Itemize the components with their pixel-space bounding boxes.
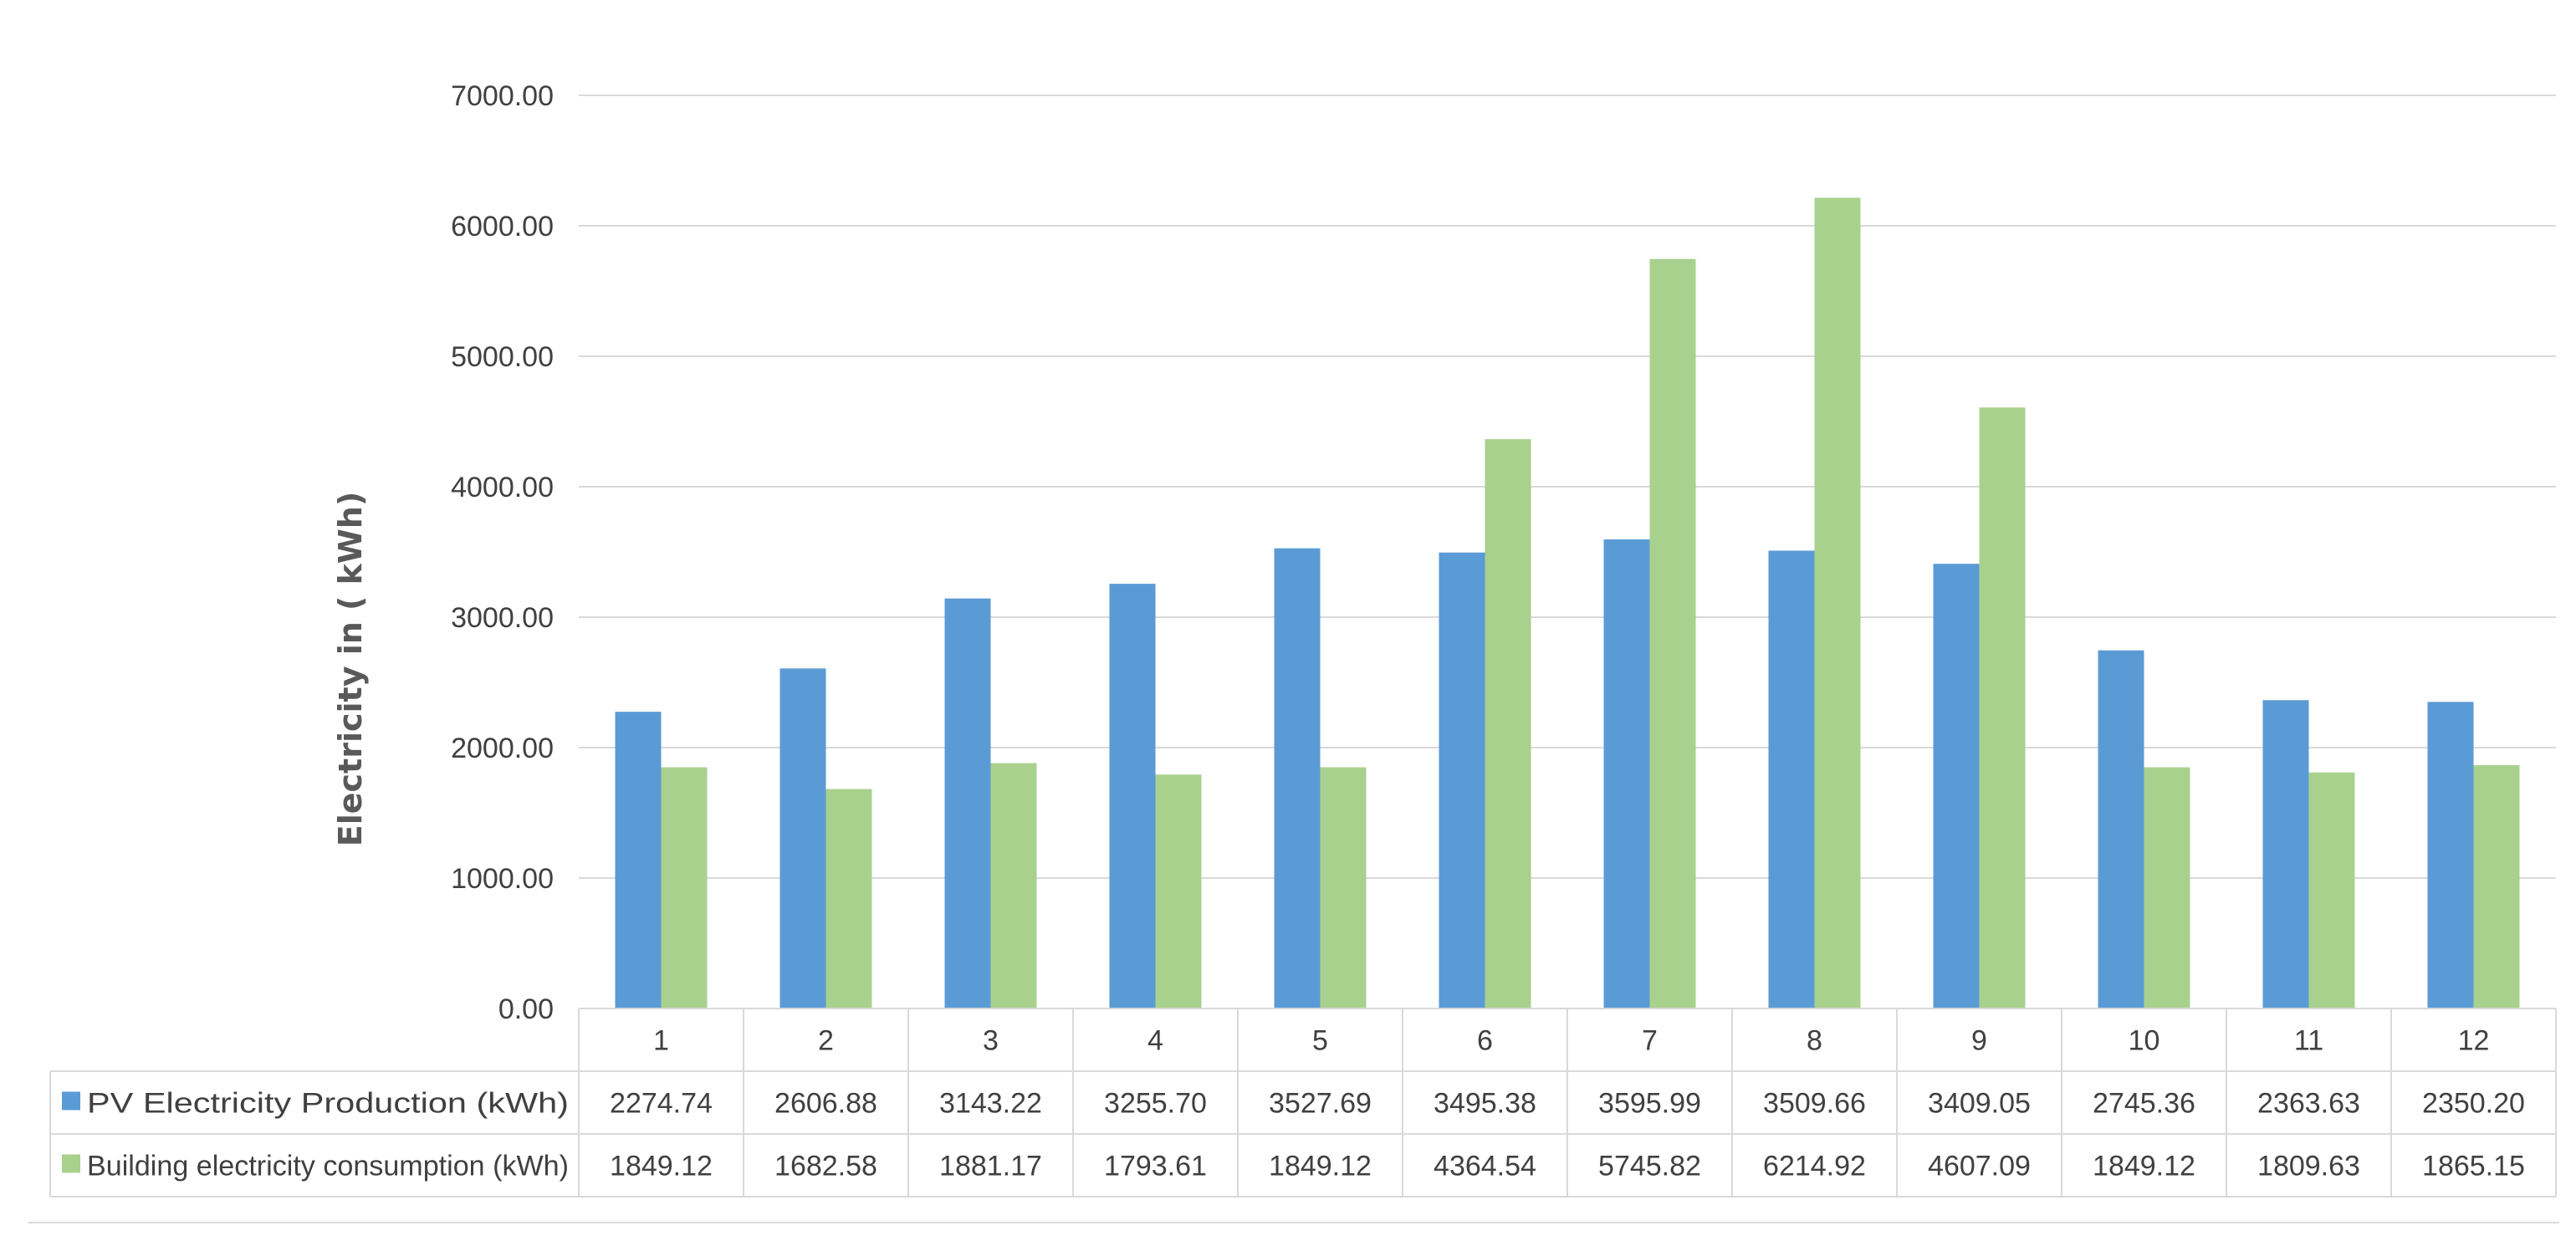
bar <box>2427 702 2474 1009</box>
bar <box>1814 197 1861 1009</box>
data-label: 1881.17 <box>939 1151 1042 1182</box>
bar <box>944 598 991 1009</box>
data-label: 5745.82 <box>1598 1151 1701 1182</box>
y-tick-label: 1000.00 <box>451 863 554 895</box>
y-tick-label: 7000.00 <box>451 80 554 112</box>
data-label: 1849.12 <box>610 1151 713 1182</box>
data-label: 1809.63 <box>2257 1151 2360 1182</box>
data-label: 3595.99 <box>1598 1088 1701 1120</box>
y-axis-ticks: 0.00 1000.00 2000.00 3000.00 4000.00 5000.00 6… <box>451 80 554 1025</box>
bar <box>990 763 1037 1009</box>
data-label: 2274.74 <box>610 1088 713 1120</box>
bar <box>779 668 826 1009</box>
bar <box>1274 548 1321 1009</box>
data-label: 1865.15 <box>2422 1151 2525 1182</box>
bar <box>2262 700 2309 1009</box>
gridlines <box>579 94 2556 879</box>
category-label: 10 <box>2129 1025 2160 1057</box>
data-label: 2363.63 <box>2257 1088 2360 1120</box>
category-label: 2 <box>818 1025 834 1057</box>
data-label: 6214.92 <box>1763 1151 1866 1182</box>
legend-label: Building electricity consumption (kWh) <box>87 1151 569 1182</box>
bar <box>1109 584 1156 1009</box>
bar <box>825 789 872 1009</box>
y-axis-title: Electricity in ( kWh) <box>332 492 369 846</box>
bar <box>2308 772 2355 1009</box>
category-label: 12 <box>2458 1025 2490 1057</box>
bar <box>1439 552 1485 1009</box>
category-label: 6 <box>1477 1025 1493 1057</box>
bar <box>2098 650 2144 1009</box>
y-tick-label: 0.00 <box>498 993 554 1025</box>
data-label: 3255.70 <box>1104 1088 1207 1120</box>
category-label: 11 <box>2294 1025 2323 1057</box>
category-label: 5 <box>1312 1025 1328 1057</box>
data-label: 3527.69 <box>1269 1088 1372 1120</box>
legend-swatch <box>62 1154 80 1173</box>
data-label: 3409.05 <box>1928 1088 2031 1120</box>
bar <box>1979 407 2026 1009</box>
data-label: 4607.09 <box>1928 1151 2031 1182</box>
legend-label: PV Electricity Production (kWh) <box>87 1088 569 1120</box>
category-label: 7 <box>1642 1025 1658 1057</box>
y-tick-label: 2000.00 <box>451 733 554 764</box>
y-tick-label: 5000.00 <box>451 341 554 373</box>
bar <box>615 712 662 1009</box>
bar <box>1485 439 1531 1009</box>
bar <box>661 767 708 1009</box>
data-label: 1849.12 <box>1269 1151 1372 1182</box>
data-label: 3143.22 <box>939 1088 1042 1120</box>
category-label: 1 <box>653 1025 669 1057</box>
category-label: 3 <box>983 1025 999 1057</box>
bar <box>1768 550 1815 1009</box>
data-label: 3509.66 <box>1763 1088 1866 1120</box>
bar <box>1155 774 1202 1009</box>
data-label: 3495.38 <box>1434 1088 1536 1120</box>
category-label: 8 <box>1807 1025 1822 1057</box>
data-label: 2745.36 <box>2093 1088 2195 1120</box>
data-label: 4364.54 <box>1434 1151 1536 1182</box>
bar <box>1603 539 1650 1009</box>
bars <box>615 197 2520 1009</box>
data-label: 1849.12 <box>2093 1151 2195 1182</box>
category-label: 9 <box>1971 1025 1987 1057</box>
data-label: 2350.20 <box>2422 1088 2525 1120</box>
bar <box>2144 767 2190 1009</box>
data-label: 1682.58 <box>774 1151 877 1182</box>
data-label: 1793.61 <box>1104 1151 1207 1182</box>
category-label: 4 <box>1147 1025 1163 1057</box>
y-tick-label: 3000.00 <box>451 602 554 634</box>
bar <box>1933 564 1980 1009</box>
legend-swatch <box>62 1091 80 1111</box>
y-tick-label: 6000.00 <box>451 211 554 243</box>
data-label: 2606.88 <box>774 1088 877 1120</box>
bar <box>2473 765 2520 1009</box>
bar <box>1320 767 1367 1009</box>
y-tick-label: 4000.00 <box>451 472 554 503</box>
bar <box>1649 258 1696 1009</box>
